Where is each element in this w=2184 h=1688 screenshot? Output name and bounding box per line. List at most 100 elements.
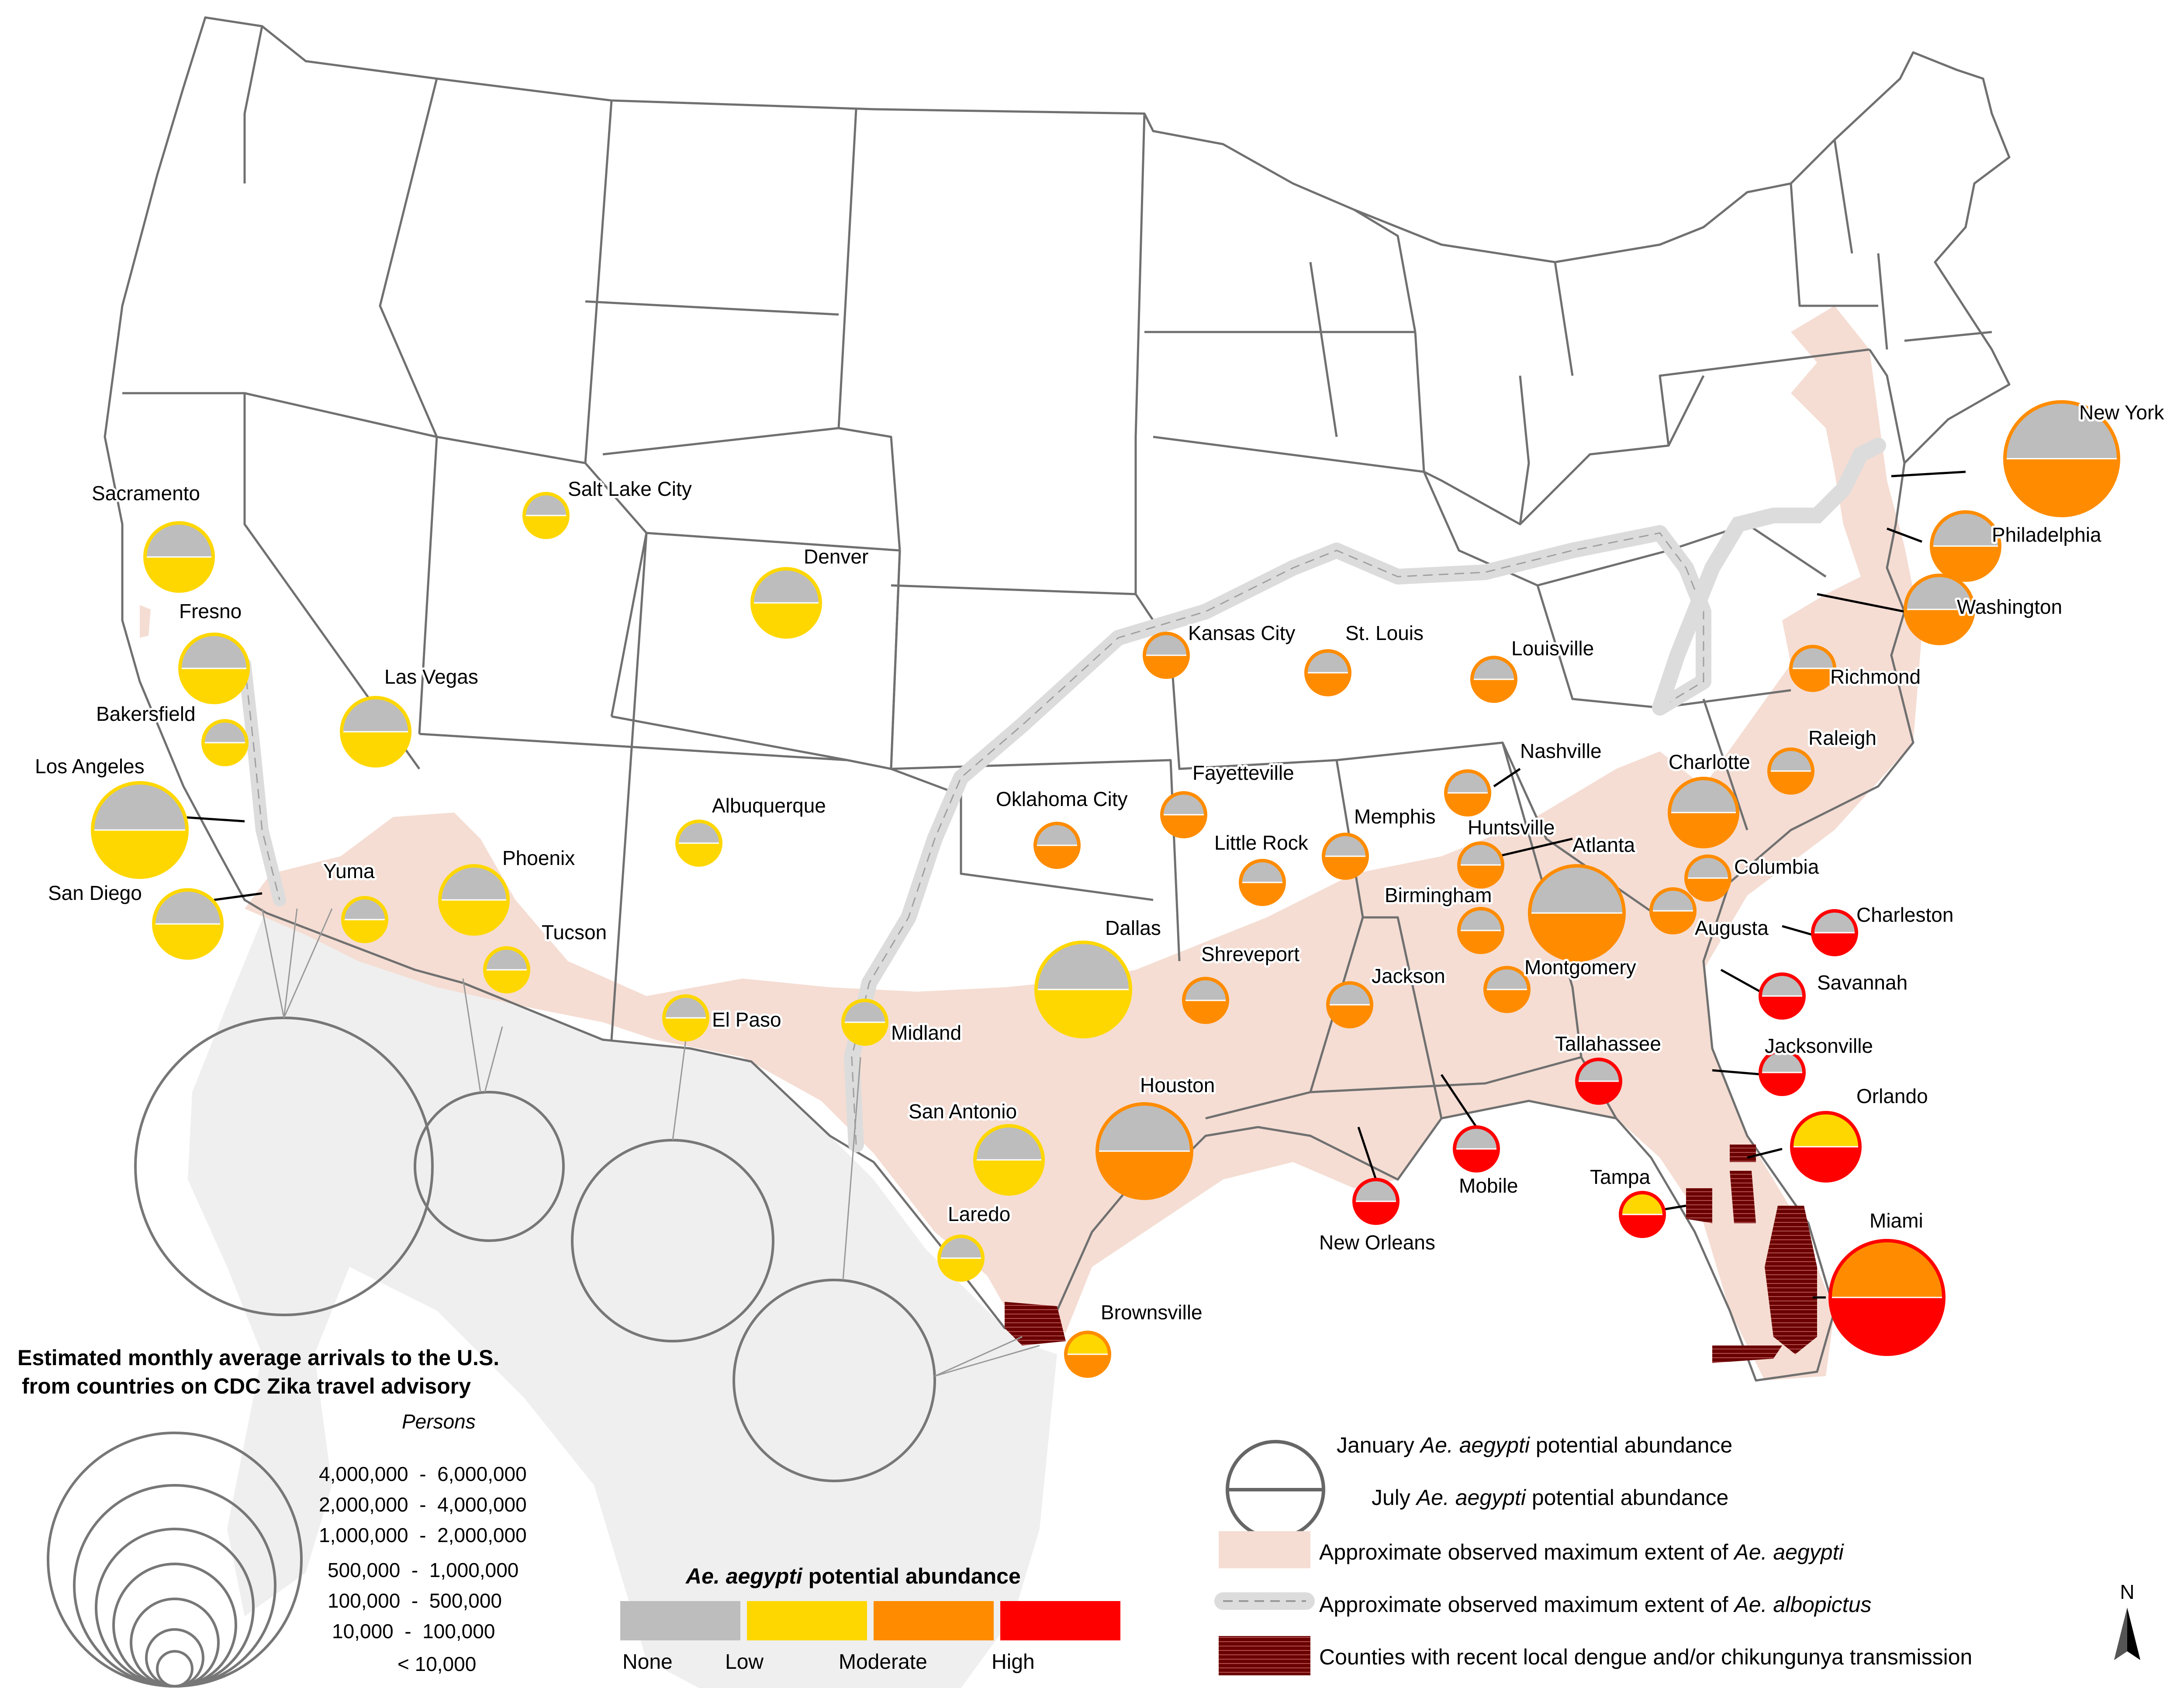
abundance-swatch-high <box>1000 1601 1120 1640</box>
city-outline <box>973 1124 1045 1196</box>
city-outline <box>1930 510 2001 582</box>
albopictus-extent-line-dash <box>851 532 1704 1145</box>
city-july-half <box>1686 878 1730 900</box>
city-leader-line <box>1747 1148 1783 1159</box>
city-january-half <box>1485 968 1529 989</box>
city-july-half <box>843 1022 887 1044</box>
city-outline <box>91 781 189 879</box>
city-july-half <box>440 900 508 934</box>
city-outline <box>675 820 722 867</box>
city-january-half <box>1328 983 1372 1005</box>
city-january-half <box>524 494 568 515</box>
city-january-half <box>1354 1180 1398 1201</box>
city-leader-line <box>1891 470 1966 477</box>
city-label-halo: Jacksonville <box>1765 1034 1873 1057</box>
city-july-half <box>975 1160 1043 1194</box>
city-july-half <box>1792 1147 1860 1181</box>
city-july-half <box>1097 1151 1192 1198</box>
city-leader-line <box>179 816 245 823</box>
city-outline <box>1064 1331 1111 1378</box>
city-label-halo: Bakersfield <box>96 702 196 725</box>
city-label-halo: Philadelphia <box>1992 523 2101 546</box>
city-january-half <box>1097 1104 1192 1151</box>
city-january-half <box>1813 911 1856 933</box>
city-january-half <box>752 569 820 603</box>
dengue-swatch <box>1219 1636 1310 1675</box>
city-july-half <box>1446 793 1489 815</box>
city-label: Tampa <box>1590 1166 1650 1188</box>
city-january-half <box>1446 771 1489 793</box>
city-leader-line <box>1493 768 1521 788</box>
city-outline <box>1790 1111 1862 1183</box>
mexico-arrival-circles <box>134 1017 936 1482</box>
city-july-half <box>1324 856 1367 878</box>
abundance-swatch-none <box>620 1601 740 1640</box>
city-label-halo: New Orleans <box>1319 1231 1435 1254</box>
city-january-half <box>1669 778 1738 813</box>
city-label: Oklahoma City <box>996 788 1128 810</box>
mexico-arrivals-circle-tamaulipas <box>733 1279 936 1482</box>
north-arrow: N <box>2114 1581 2140 1660</box>
aegypti-extent-swatch <box>1219 1531 1310 1568</box>
city-label-halo: Columbia <box>1734 855 1819 878</box>
city-outline <box>1322 833 1369 880</box>
city-july-half <box>1306 673 1350 695</box>
city-outline <box>341 896 388 943</box>
dengue-legend-label: Counties with recent local dengue and/or… <box>1319 1645 1972 1669</box>
city-label-halo: Mobile <box>1459 1174 1518 1197</box>
albopictus-extent-line-ca <box>238 657 286 906</box>
city-label-halo: Tallahassee <box>1555 1032 1661 1055</box>
city-january-half <box>1760 1051 1804 1072</box>
city-january-half <box>342 698 410 732</box>
city-leader-line <box>1712 1069 1765 1076</box>
city-outline <box>152 888 224 960</box>
city-january-half <box>1792 1113 1860 1147</box>
dengue-county-tampa-area <box>1686 1188 1712 1223</box>
city-outline <box>2003 400 2120 517</box>
city-january-half <box>1455 1127 1498 1149</box>
city-label-halo: Huntsville <box>1468 816 1555 839</box>
arrivals-legend-circle-5 <box>130 1598 220 1688</box>
city-label-halo: Jackson <box>1372 965 1445 987</box>
city-july-half <box>1459 865 1503 887</box>
city-outline <box>1095 1102 1193 1200</box>
city-label-halo: Savannah <box>1817 971 1908 994</box>
city-leader-line <box>1357 1127 1377 1180</box>
abundance-swatch-moderate <box>874 1601 994 1640</box>
map-key-legend: January Ae. aegypti potential abundance … <box>1214 1433 1972 1675</box>
city-label-halo: Tampa <box>1590 1166 1650 1188</box>
city-label-halo: El Paso <box>712 1008 781 1031</box>
city-july-half <box>677 843 721 865</box>
dengue-county-ne-fl <box>1730 1145 1756 1162</box>
city-july-half <box>1813 933 1856 955</box>
dengue-county-keys <box>1712 1346 1782 1363</box>
city-july-half <box>1932 546 2000 580</box>
city-label-halo: Sacramento <box>92 482 200 505</box>
city-january-half <box>1184 979 1227 1000</box>
city-label-halo: Washington <box>1957 595 2062 618</box>
city-july-half <box>93 830 187 877</box>
city-outline <box>1457 907 1504 954</box>
city-outline <box>1444 769 1491 816</box>
city-outline <box>1034 941 1132 1038</box>
city-january-half <box>1686 856 1730 878</box>
city-leader-line <box>214 892 263 901</box>
city-outline <box>1619 1191 1666 1238</box>
city-january-half <box>975 1126 1043 1160</box>
city-label: Tucson <box>542 921 607 944</box>
city-leader-line <box>1782 925 1813 936</box>
city-january-half <box>1760 974 1804 996</box>
city-label: Fresno <box>179 600 242 623</box>
city-july-half <box>203 743 247 764</box>
city-label-halo: Memphis <box>1354 805 1436 828</box>
